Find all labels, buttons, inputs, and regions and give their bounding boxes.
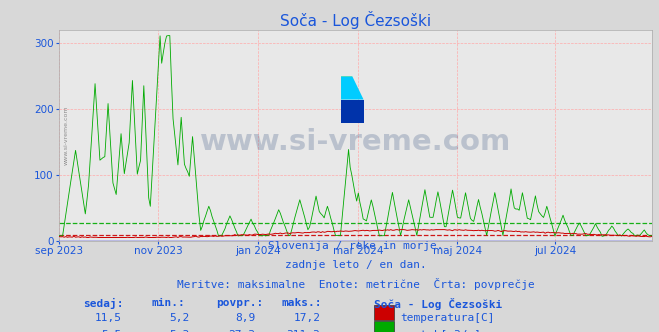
Text: 11,5: 11,5 [95,313,121,323]
Text: 17,2: 17,2 [293,313,320,323]
Text: Meritve: maksimalne  Enote: metrične  Črta: povprečje: Meritve: maksimalne Enote: metrične Črta… [177,278,534,290]
Title: Soča - Log Čezsoški: Soča - Log Čezsoški [280,11,432,29]
Text: Soča - Log Čezsoški: Soča - Log Čezsoški [374,298,502,310]
Text: www.si-vreme.com: www.si-vreme.com [200,128,511,156]
Text: pretok[m3/s]: pretok[m3/s] [401,330,481,332]
Text: maks.:: maks.: [282,298,322,308]
Text: 5,5: 5,5 [101,330,121,332]
Text: temperatura[C]: temperatura[C] [401,313,495,323]
Text: www.si-vreme.com: www.si-vreme.com [64,106,69,165]
Bar [374,321,395,332]
Text: sedaj:: sedaj: [83,298,123,309]
Text: 27,3: 27,3 [228,330,255,332]
Bar [374,305,395,320]
Text: 8,9: 8,9 [235,313,255,323]
Text: Slovenija / reke in morje.: Slovenija / reke in morje. [268,241,444,251]
Text: 5,2: 5,2 [169,313,190,323]
Text: 5,3: 5,3 [169,330,190,332]
Text: povpr.:: povpr.: [216,298,264,308]
Text: min.:: min.: [152,298,185,308]
Text: zadnje leto / en dan.: zadnje leto / en dan. [285,260,427,270]
Text: 311,3: 311,3 [287,330,320,332]
